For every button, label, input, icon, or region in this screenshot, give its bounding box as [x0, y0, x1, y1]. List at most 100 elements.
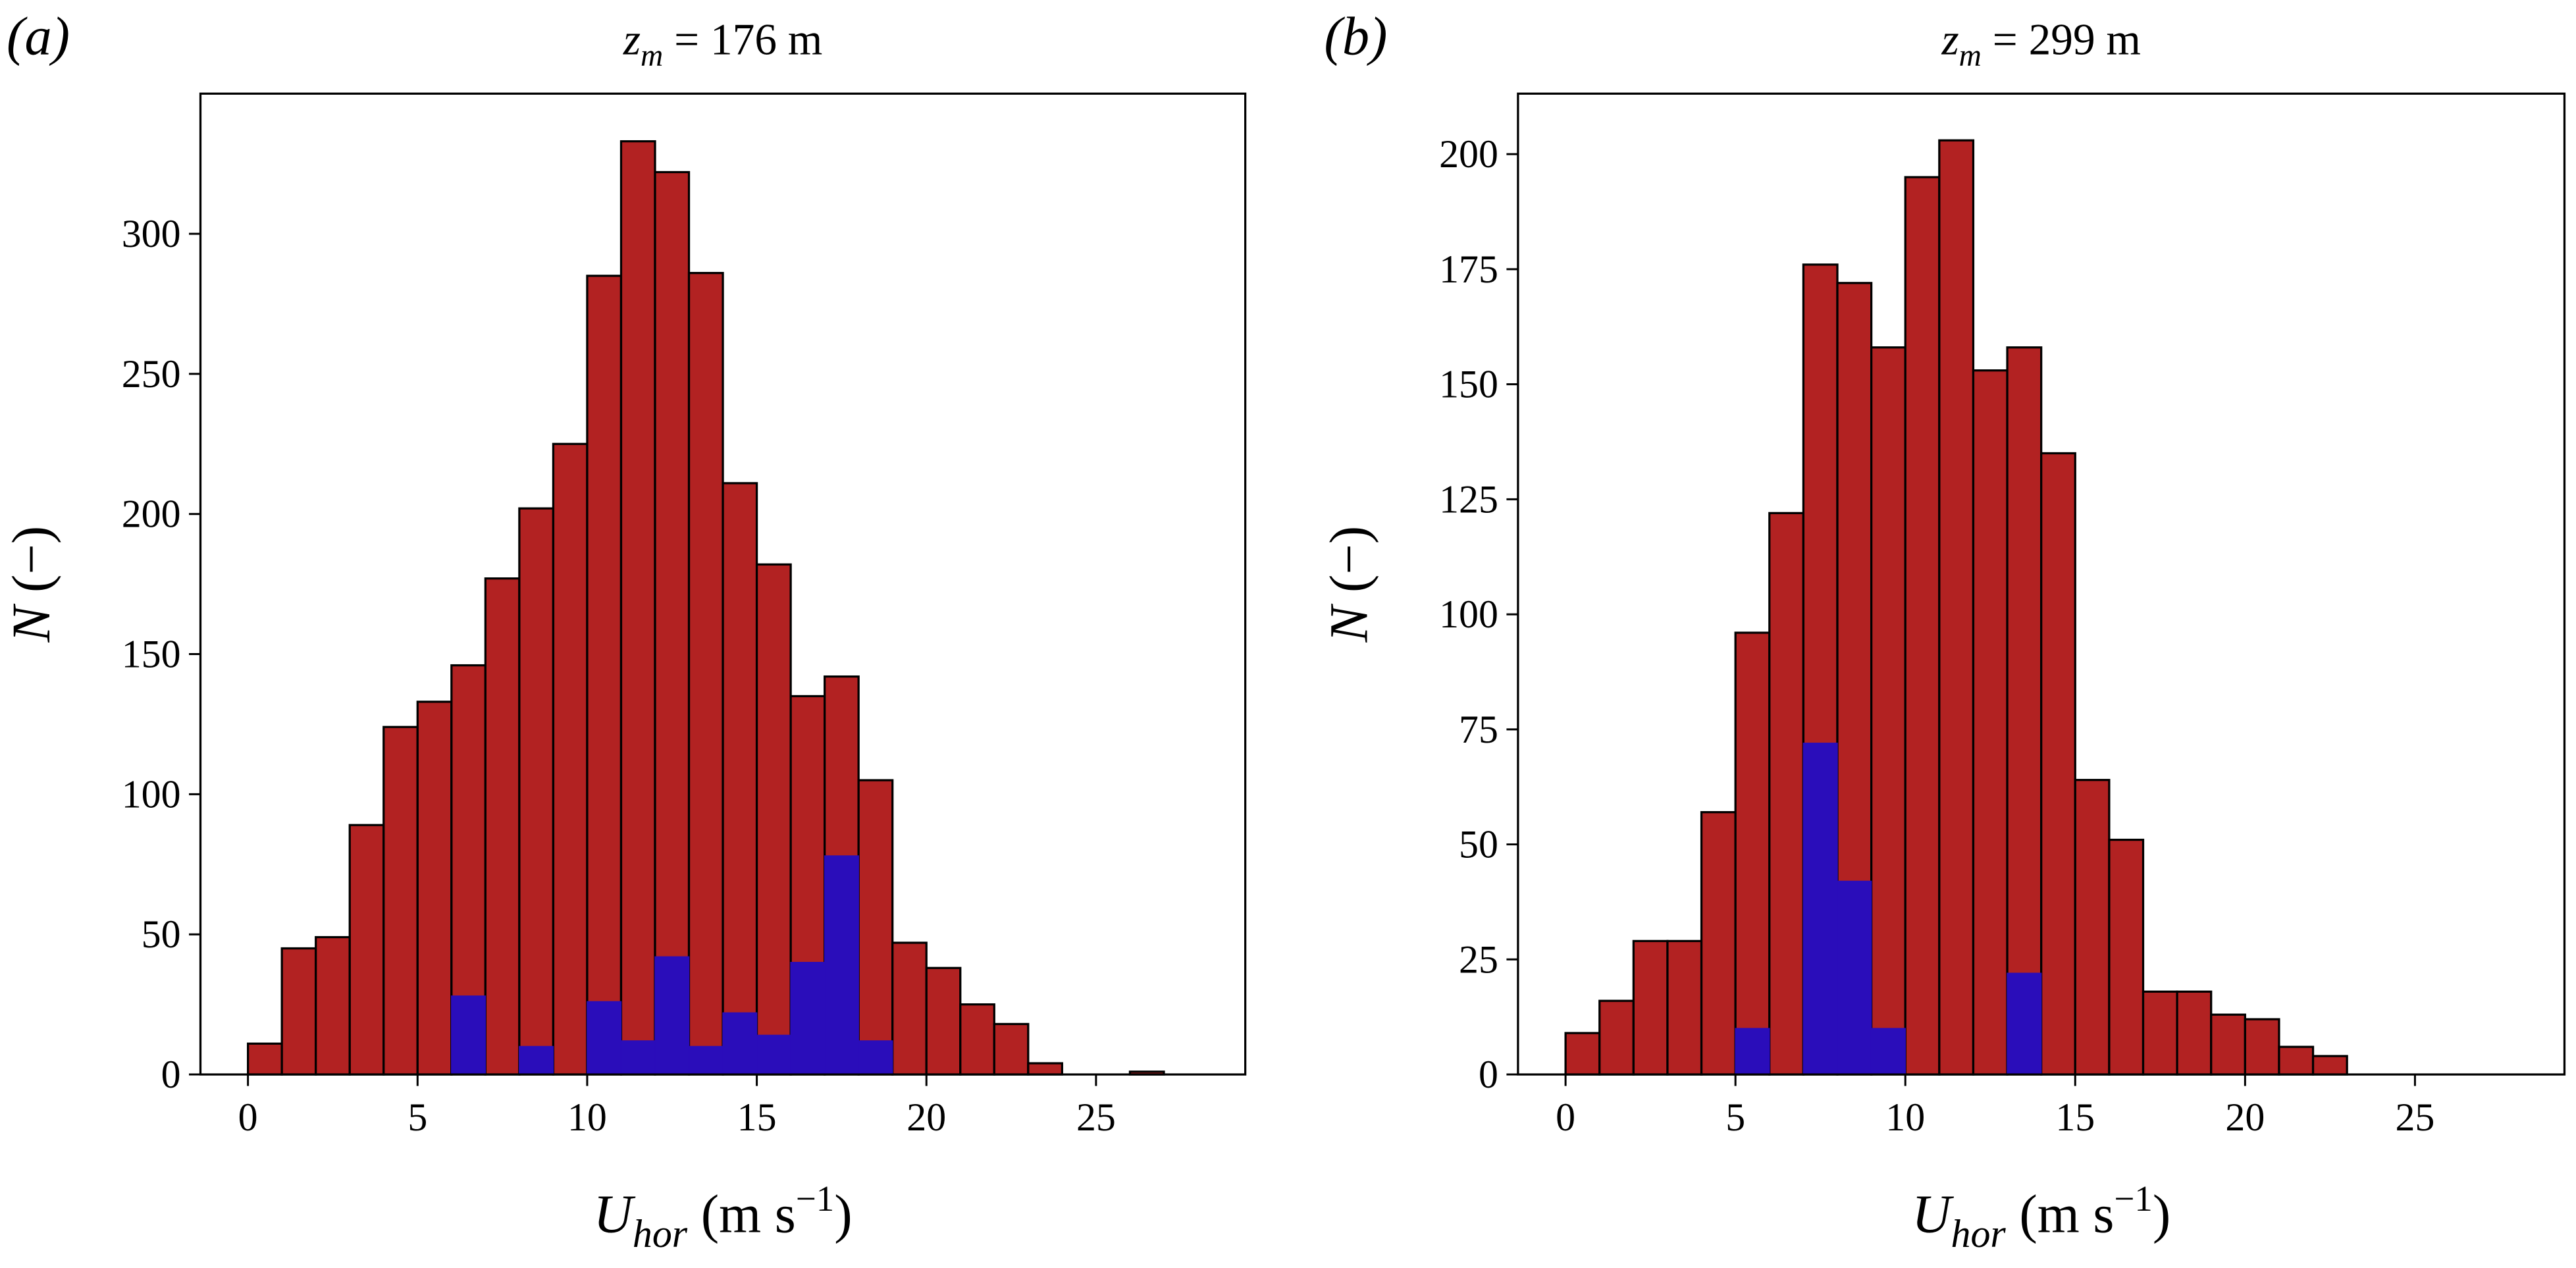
bar [722, 1012, 758, 1075]
y-tick-label: 50 [142, 912, 181, 956]
x-tick-label: 0 [238, 1096, 258, 1139]
y-tick-label: 150 [122, 633, 181, 676]
bar [484, 577, 521, 1076]
x-tick-label: 5 [407, 1096, 427, 1139]
bar [790, 962, 826, 1075]
bar [348, 824, 385, 1076]
bar [857, 779, 894, 1076]
bar [925, 966, 962, 1076]
bar [1632, 939, 1669, 1076]
bar [620, 1040, 656, 1075]
y-tick-label: 200 [1439, 132, 1498, 176]
y-tick-label: 300 [122, 212, 181, 255]
y-axis-label: N (−) [1, 526, 61, 643]
bar [1735, 1028, 1770, 1075]
x-tick-label: 10 [1885, 1096, 1925, 1139]
x-label-symbol: U [1912, 1184, 1954, 1244]
y-tick-label: 50 [1459, 823, 1498, 866]
x-tick-label: 20 [907, 1096, 946, 1139]
x-label-superscript: −1 [2114, 1178, 2152, 1219]
y-tick-label: 125 [1439, 477, 1498, 521]
bar [959, 1003, 995, 1076]
x-axis-label: Uhor (m s−1) [593, 1178, 852, 1255]
bar [1564, 1032, 1601, 1076]
y-label-text: (−) [1319, 526, 1379, 606]
bar [2007, 972, 2042, 1075]
x-tick-label: 10 [567, 1096, 607, 1139]
bar [2074, 779, 2111, 1076]
y-label-text: (−) [1, 526, 61, 606]
bar [315, 936, 351, 1076]
x-tick-label: 25 [1076, 1096, 1116, 1139]
panel-label: (a) [7, 6, 70, 66]
title-symbol: z [623, 14, 641, 64]
x-tick-label: 15 [2055, 1096, 2095, 1139]
bar [519, 1045, 554, 1075]
bar [2210, 1013, 2246, 1076]
chart-title: zm = 299 m [1941, 14, 2140, 72]
bar [1870, 346, 1906, 1076]
bar [755, 563, 792, 1076]
bar [1904, 176, 1941, 1076]
bar [552, 442, 589, 1076]
y-axis-label: N (−) [1319, 526, 1379, 643]
y-tick-label: 75 [1459, 708, 1498, 751]
bar [993, 1022, 1030, 1076]
y-tick-label: 100 [1439, 593, 1498, 636]
bar [1870, 1028, 1906, 1075]
bar [2108, 838, 2145, 1076]
bar [2142, 990, 2178, 1076]
y-label-symbol: N [1319, 604, 1379, 643]
axes-frame [1517, 92, 2566, 1076]
y-tick-label: 0 [1479, 1053, 1498, 1096]
x-label-superscript: −1 [796, 1178, 834, 1219]
x-label-text: (m s [687, 1184, 796, 1244]
panel-label: (b) [1324, 6, 1387, 66]
bar [654, 956, 690, 1075]
x-tick-label: 5 [1725, 1096, 1745, 1139]
bar [688, 1045, 723, 1075]
title-subscript: m [1959, 39, 1982, 73]
bar [2278, 1045, 2315, 1076]
bar [687, 272, 724, 1076]
bar [1700, 811, 1737, 1076]
x-label-subscript: hor [1951, 1212, 2007, 1255]
bar [891, 941, 928, 1076]
y-tick-label: 175 [1439, 248, 1498, 291]
y-tick-label: 25 [1459, 938, 1498, 981]
bar [451, 995, 486, 1075]
title-text: = 299 m [1982, 14, 2141, 64]
bar [280, 947, 317, 1076]
x-label-close: ) [2153, 1184, 2170, 1244]
bar [2244, 1018, 2280, 1076]
bar [654, 171, 691, 1076]
x-tick-label: 25 [2395, 1096, 2434, 1139]
bar [2040, 452, 2076, 1076]
x-tick-label: 0 [1556, 1096, 1575, 1139]
bar [858, 1040, 893, 1075]
x-tick-label: 20 [2225, 1096, 2265, 1139]
bar [1666, 939, 1703, 1076]
bar [2006, 346, 2043, 1076]
bar [382, 726, 419, 1076]
bar [1598, 999, 1635, 1076]
title-subscript: m [641, 39, 663, 73]
y-tick-label: 200 [122, 492, 181, 536]
bar [2176, 990, 2213, 1076]
bar [1972, 369, 2009, 1076]
x-label-close: ) [834, 1184, 852, 1244]
y-tick-label: 250 [122, 352, 181, 396]
x-label-symbol: U [593, 1184, 635, 1244]
bar [1837, 880, 1872, 1075]
bar [1027, 1062, 1063, 1076]
x-label-text: (m s [2006, 1184, 2115, 1244]
chart-title: zm = 176 m [623, 14, 822, 72]
bar [1938, 139, 1975, 1076]
title-symbol: z [1941, 14, 1958, 64]
y-tick-label: 0 [161, 1053, 181, 1096]
bar [518, 507, 555, 1076]
panel: 0 5 10 15 20 25 0 25 50 75 100 125 150 175 200 (b) zm = … [1319, 6, 2566, 1255]
bar [586, 275, 623, 1076]
bar [1734, 631, 1771, 1076]
